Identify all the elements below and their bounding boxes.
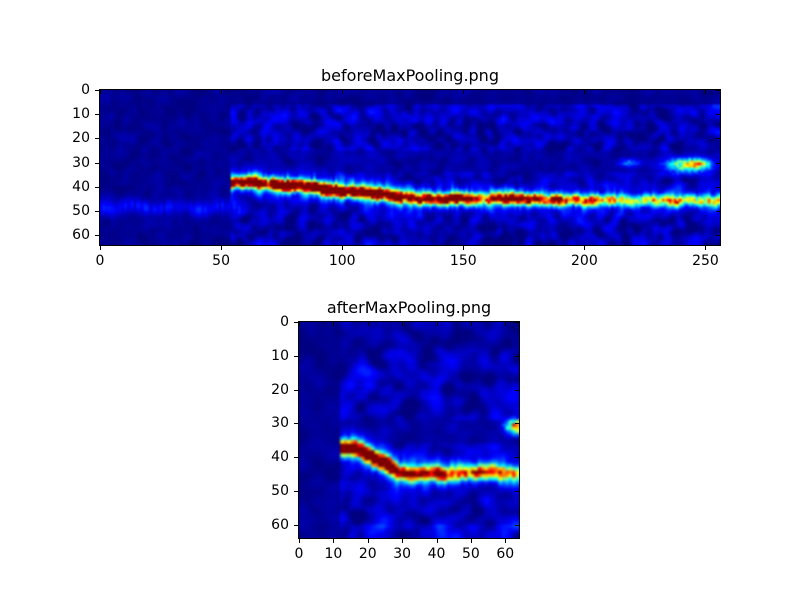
y-tick-inner <box>716 162 720 164</box>
x-tick-inner <box>333 322 335 326</box>
y-tick-inner <box>716 211 720 213</box>
x-tick-label: 50 <box>461 546 480 562</box>
x-tick-inner <box>402 322 404 326</box>
y-tick <box>294 389 298 391</box>
x-tick-inner <box>505 322 507 326</box>
y-tick <box>294 524 298 526</box>
x-tick-label: 10 <box>324 546 343 562</box>
y-tick-label: 50 <box>72 203 90 220</box>
y-tick-inner <box>515 389 519 391</box>
y-tick-inner <box>515 355 519 357</box>
x-tick-label: 0 <box>95 253 105 269</box>
x-tick <box>705 246 707 250</box>
y-tick <box>95 138 99 140</box>
x-tick-label: 100 <box>328 253 356 269</box>
y-tick <box>95 211 99 213</box>
y-tick <box>95 186 99 188</box>
y-tick-inner <box>515 322 519 323</box>
y-tick-inner <box>716 114 720 116</box>
x-tick-label: 150 <box>449 253 477 269</box>
y-tick-label: 0 <box>81 82 90 98</box>
plot-frame-after <box>298 321 520 539</box>
x-tick <box>333 539 335 543</box>
x-tick-label: 20 <box>358 546 377 562</box>
y-tick-label: 50 <box>271 482 289 499</box>
y-tick-label: 40 <box>72 178 90 195</box>
y-tick <box>95 114 99 116</box>
x-tick-label: 200 <box>571 253 598 269</box>
chart-title-after: afterMaxPooling.png <box>326 298 492 317</box>
x-tick-inner <box>705 90 707 94</box>
x-tick <box>584 246 586 250</box>
x-tick-inner <box>100 90 101 94</box>
y-tick-inner <box>515 457 519 458</box>
y-tick-label: 40 <box>271 449 289 465</box>
y-tick-label: 20 <box>271 381 289 398</box>
x-tick <box>100 246 101 250</box>
x-tick-inner <box>463 90 465 94</box>
x-tick-inner <box>436 322 438 326</box>
y-tick <box>294 490 298 492</box>
x-tick <box>221 246 223 250</box>
plot-frame-before <box>99 89 721 246</box>
y-tick-label: 60 <box>72 227 90 244</box>
x-tick-inner <box>470 322 472 326</box>
y-tick-inner <box>716 138 720 140</box>
x-tick-inner <box>299 322 300 326</box>
x-tick-inner <box>584 90 586 94</box>
y-tick-inner <box>716 90 720 91</box>
chart-title-before: beforeMaxPooling.png <box>321 66 499 85</box>
y-tick-label: 20 <box>72 130 90 147</box>
y-tick-label: 30 <box>72 154 90 171</box>
y-tick <box>294 355 298 357</box>
x-tick <box>463 246 465 250</box>
x-tick-label: 40 <box>427 546 446 562</box>
x-tick-inner <box>342 90 344 94</box>
y-tick <box>95 90 99 91</box>
y-tick <box>95 162 99 164</box>
heatmap-image-after <box>299 322 519 538</box>
x-tick-label: 60 <box>496 546 515 562</box>
y-tick-label: 60 <box>271 516 289 533</box>
y-tick-inner <box>515 423 519 425</box>
y-tick-label: 10 <box>271 347 289 364</box>
x-tick-inner <box>367 322 369 326</box>
x-tick <box>367 539 369 543</box>
x-tick-label: 250 <box>692 253 719 269</box>
y-tick-label: 30 <box>271 415 289 432</box>
x-tick-label: 50 <box>212 253 230 269</box>
x-tick <box>505 539 507 543</box>
y-tick-inner <box>716 186 720 188</box>
y-tick-label: 0 <box>280 314 289 330</box>
y-tick-label: 10 <box>72 106 90 123</box>
y-tick-inner <box>515 490 519 492</box>
x-tick <box>402 539 404 543</box>
x-tick <box>299 539 300 543</box>
y-tick <box>294 457 298 458</box>
y-tick-inner <box>515 524 519 526</box>
x-tick <box>470 539 472 543</box>
x-tick-inner <box>221 90 223 94</box>
heatmap-image-before <box>100 90 720 245</box>
x-tick-label: 0 <box>294 546 304 562</box>
x-tick <box>436 539 438 543</box>
x-tick <box>342 246 344 250</box>
y-tick <box>294 322 298 323</box>
y-tick <box>294 423 298 425</box>
x-tick-label: 30 <box>393 546 412 562</box>
y-tick-inner <box>716 235 720 237</box>
y-tick <box>95 235 99 237</box>
